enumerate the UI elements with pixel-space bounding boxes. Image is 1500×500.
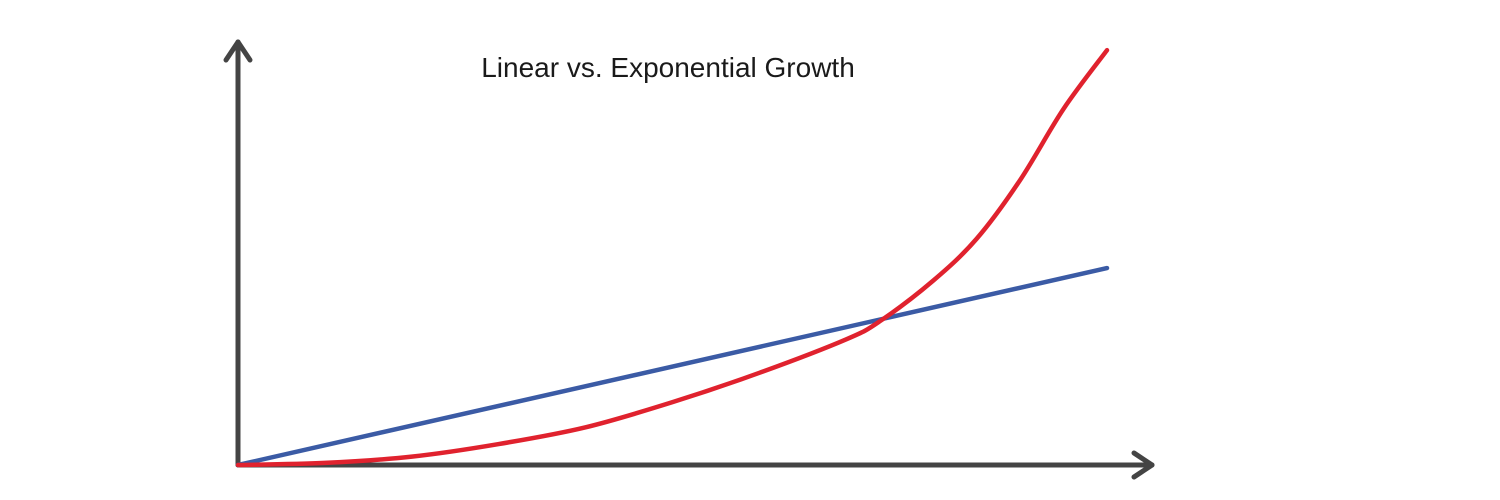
y-axis-arrow-icon — [223, 39, 253, 63]
linear-growth-line — [235, 265, 1110, 468]
x-axis — [235, 450, 1155, 480]
x-axis-arrow-icon — [1131, 450, 1155, 480]
chart-title: Linear vs. Exponential Growth — [481, 52, 855, 83]
y-axis — [223, 39, 253, 468]
series-layer — [235, 47, 1110, 468]
exponential-growth-line — [235, 47, 1110, 468]
